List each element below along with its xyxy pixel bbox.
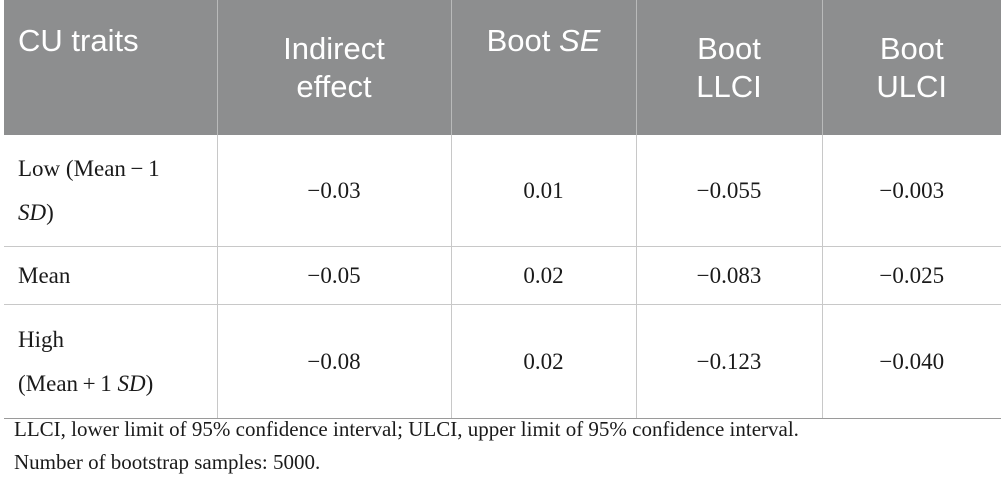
header-cu-traits: CU traits xyxy=(4,0,218,135)
header-boot-ulci-line2: ULCI xyxy=(876,68,948,104)
cell-boot-se: 0.01 xyxy=(451,135,637,247)
header-boot-llci-line2: LLCI xyxy=(696,68,762,104)
header-boot-se-italic: SE xyxy=(559,23,601,58)
cell-boot-ulci: −0.025 xyxy=(822,246,1001,305)
header-indirect-effect-line2: effect xyxy=(296,68,372,104)
header-boot-llci: Boot LLCI xyxy=(636,0,823,135)
header-boot-se: Boot SE xyxy=(451,0,637,135)
footnote-bootstrap-samples: Number of bootstrap samples: 5000. xyxy=(14,450,321,474)
results-table: CU traits Indirect effect Boot SE Boot L… xyxy=(4,0,1001,419)
header-boot-llci-line1: Boot xyxy=(697,30,761,66)
cell-boot-llci: −0.055 xyxy=(636,135,823,247)
header-boot-se-text: Boot xyxy=(486,23,560,58)
header-indirect-effect-line1: Indirect xyxy=(283,30,385,66)
row-label-mean: Mean xyxy=(4,246,218,305)
cell-boot-se: 0.02 xyxy=(451,304,637,419)
table-header: CU traits Indirect effect Boot SE Boot L… xyxy=(4,0,1001,135)
header-row: CU traits Indirect effect Boot SE Boot L… xyxy=(4,0,1001,135)
row-label-low: Low (Mean − 1 SD) xyxy=(4,135,218,247)
cell-boot-llci: −0.123 xyxy=(636,304,823,419)
row-label-high-line2: (Mean + 1 SD) xyxy=(18,362,205,406)
table-body: Low (Mean − 1 SD) −0.03 0.01 −0.055 −0.0… xyxy=(4,135,1001,419)
cell-boot-se: 0.02 xyxy=(451,246,637,305)
cell-indirect-effect: −0.08 xyxy=(217,304,452,419)
row-label-low-line2: SD) xyxy=(18,191,205,235)
cell-boot-llci: −0.083 xyxy=(636,246,823,305)
cell-boot-ulci: −0.040 xyxy=(822,304,1001,419)
header-indirect-effect: Indirect effect xyxy=(217,0,452,135)
header-cu-traits-text: CU traits xyxy=(18,23,139,58)
row-label-high-line1: High xyxy=(18,326,64,352)
cell-boot-ulci: −0.003 xyxy=(822,135,1001,247)
row-label-low-line1: Low (Mean − 1 xyxy=(18,155,160,181)
row-label-low-paren: ) xyxy=(46,199,54,225)
cell-indirect-effect: −0.03 xyxy=(217,135,452,247)
row-label-high-sd: SD xyxy=(117,370,146,396)
row-label-high-mean: (Mean + 1 xyxy=(18,370,118,396)
row-label-high-paren: ) xyxy=(145,370,154,396)
row-label-low-sd: SD xyxy=(18,199,47,225)
table-row-low: Low (Mean − 1 SD) −0.03 0.01 −0.055 −0.0… xyxy=(4,135,1001,247)
table-footnote: LLCI, lower limit of 95% confidence inte… xyxy=(14,413,999,479)
footnote-abbreviations: LLCI, lower limit of 95% confidence inte… xyxy=(14,417,799,441)
table-row-mean: Mean −0.05 0.02 −0.083 −0.025 xyxy=(4,246,1001,305)
cell-indirect-effect: −0.05 xyxy=(217,246,452,305)
table-row-high: High (Mean + 1 SD) −0.08 0.02 −0.123 −0.… xyxy=(4,304,1001,419)
header-boot-ulci-line1: Boot xyxy=(879,30,944,66)
header-boot-ulci: Boot ULCI xyxy=(822,0,1001,135)
row-label-high: High (Mean + 1 SD) xyxy=(4,304,218,419)
